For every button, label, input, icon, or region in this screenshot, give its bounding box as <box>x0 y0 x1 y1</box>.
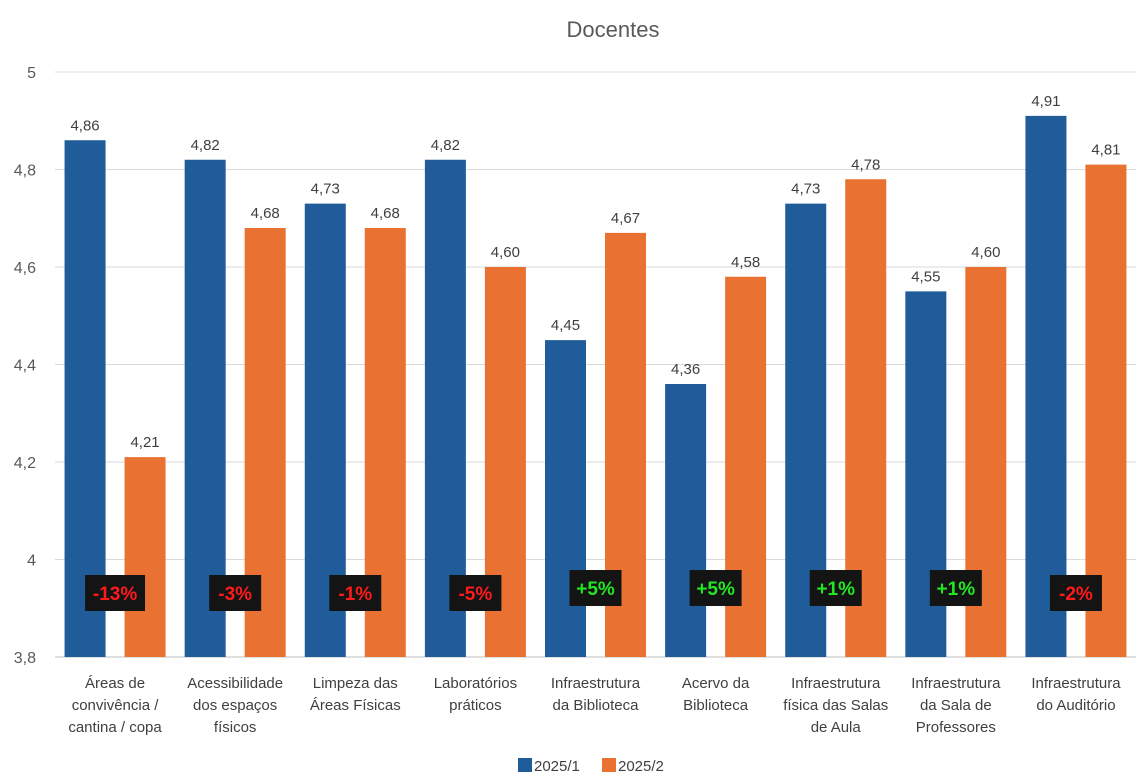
y-axis-ticks: 3,8 4 4,2 4,4 4,6 4,8 5 <box>14 65 36 667</box>
change-label: -13% <box>93 584 137 605</box>
change-badge <box>569 570 622 606</box>
gridlines <box>55 71 1136 658</box>
data-label: 4,60 <box>971 244 1000 261</box>
bar-2025/1 <box>545 340 586 657</box>
bar-2025/2 <box>124 457 166 657</box>
category-label: Infraestrutura da Biblioteca <box>551 675 641 714</box>
data-label: 4,60 <box>491 244 520 261</box>
change-label: +1% <box>937 579 976 600</box>
data-label: 4,45 <box>551 317 580 334</box>
category-label: Laboratórios práticos <box>434 675 517 714</box>
y-tick-label: 4,6 <box>14 260 36 277</box>
data-label: 4,68 <box>251 205 280 222</box>
legend-label: 2025/2 <box>618 758 664 775</box>
change-badges: -13% -3% -1% -5% +5% +5% +1% +1% -2% <box>85 570 1102 611</box>
legend: 2025/1 2025/2 <box>518 758 664 775</box>
chart-title: Docentes <box>567 17 660 42</box>
bar-2025/1 <box>665 384 707 657</box>
category-label: Infraestrutura do Auditório <box>1031 675 1121 714</box>
y-tick-label: 3,8 <box>14 650 36 667</box>
category-label: Áreas de convivência / cantina / copa <box>68 675 162 736</box>
y-tick-label: 4,2 <box>14 455 36 472</box>
category-labels: Áreas de convivência / cantina / copa Acess… <box>68 675 1121 736</box>
change-badge <box>689 570 742 606</box>
y-tick-label: 4,8 <box>14 163 36 180</box>
legend-swatch <box>518 758 532 772</box>
data-label: 4,36 <box>671 361 700 378</box>
y-tick-label: 4 <box>27 553 36 570</box>
change-badge <box>329 575 382 611</box>
bar-2025/1 <box>1025 115 1067 657</box>
change-badge <box>85 575 146 611</box>
change-label: +5% <box>576 579 615 600</box>
bar-2025/1 <box>424 159 466 657</box>
legend-label: 2025/1 <box>534 758 580 775</box>
change-label: +1% <box>816 579 855 600</box>
category-label: Acessibilidade dos espaços físicos <box>187 675 283 736</box>
bar-2025/1 <box>64 140 106 657</box>
data-label: 4,81 <box>1091 142 1120 159</box>
category-label: Infraestrutura física das Salas de Aula <box>783 675 888 736</box>
bar-2025/2 <box>1085 164 1127 657</box>
change-label: -5% <box>458 584 492 605</box>
bar-2025/1 <box>184 159 226 657</box>
y-tick-label: 4,4 <box>14 358 36 375</box>
data-label: 4,91 <box>1031 93 1060 110</box>
change-badge <box>449 575 502 611</box>
category-label: Infraestrutura da Sala de Professores <box>911 675 1001 736</box>
change-label: -2% <box>1059 584 1093 605</box>
data-label: 4,86 <box>70 117 99 134</box>
data-labels: 4,86 4,21 4,82 4,68 4,73 4,68 4,82 4,60 4,45 4,67… <box>70 93 1120 451</box>
data-label: 4,73 <box>791 181 820 198</box>
data-label: 4,82 <box>431 137 460 154</box>
change-label: +5% <box>696 579 735 600</box>
data-label: 4,55 <box>911 268 940 285</box>
change-label: -3% <box>218 584 252 605</box>
category-label: Limpeza das Áreas Físicas <box>310 675 401 714</box>
data-label: 4,73 <box>311 181 340 198</box>
data-label: 4,58 <box>731 254 760 271</box>
change-label: -1% <box>338 584 372 605</box>
data-label: 4,21 <box>130 434 159 451</box>
data-label: 4,78 <box>851 156 880 173</box>
change-badge <box>209 575 262 611</box>
data-label: 4,67 <box>611 210 640 227</box>
y-tick-label: 5 <box>27 65 36 82</box>
change-badge <box>809 570 862 606</box>
change-badge <box>1049 575 1102 611</box>
data-label: 4,68 <box>371 205 400 222</box>
category-label: Acervo da Biblioteca <box>682 675 750 714</box>
change-badge <box>929 570 982 606</box>
data-label: 4,82 <box>191 137 220 154</box>
legend-swatch <box>602 758 616 772</box>
